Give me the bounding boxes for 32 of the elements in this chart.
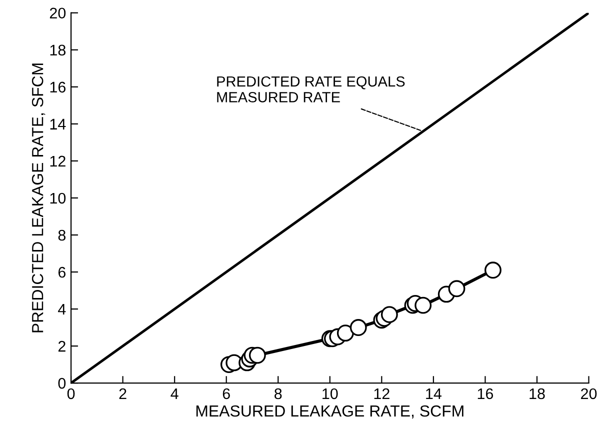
point: [484, 262, 502, 279]
x-tick-label: 4: [170, 388, 178, 399]
x-tick-label: 20: [581, 388, 597, 400]
y-tick-label: 0: [58, 378, 66, 389]
y-axis-title: PREDICTED LEAKAGE RATE, SFCM: [32, 64, 46, 332]
y-tick-label: 2: [58, 340, 66, 352]
x-tick-label: 14: [426, 388, 442, 399]
point: [350, 319, 367, 336]
y-tick-label: 16: [50, 82, 66, 93]
x-tick-label: 12: [374, 388, 390, 399]
y-tick-label: 8: [58, 230, 66, 241]
point: [380, 306, 398, 324]
y-tick-label: 6: [58, 266, 66, 278]
x-tick-label: 2: [119, 388, 126, 399]
x-tick-label: 6: [222, 388, 230, 400]
point: [414, 296, 432, 314]
y-tick-label: 20: [50, 8, 66, 19]
x-tick-label: 18: [530, 388, 545, 400]
x-tick-label: 16: [478, 388, 494, 400]
x-axis-title: MEASURED LEAKAGE RATE, SCFM: [196, 405, 464, 419]
y-tick-label: 10: [50, 192, 66, 204]
y-tick-label: 14: [50, 118, 66, 130]
point: [336, 324, 354, 342]
annotation: PREDICTED RATE EQUALS MEASURED RATE: [217, 76, 405, 102]
x-tick-label: 10: [322, 388, 338, 400]
point: [248, 346, 266, 364]
x-tick-label: 8: [274, 388, 282, 400]
y-tick-label: 18: [50, 44, 66, 56]
point: [448, 280, 466, 298]
x-tick-label: 0: [67, 388, 75, 400]
y-tick-label: 4: [58, 304, 66, 315]
y-tick-label: 12: [50, 156, 66, 166]
